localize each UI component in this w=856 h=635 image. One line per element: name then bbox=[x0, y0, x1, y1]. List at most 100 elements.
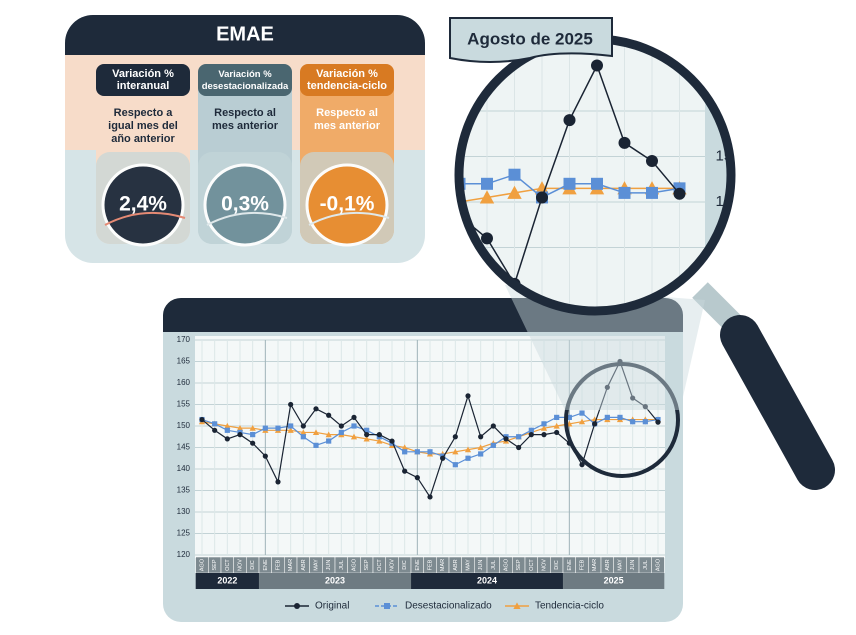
point bbox=[452, 462, 458, 468]
card-title: EMAE bbox=[216, 23, 274, 45]
x-tick-label: DIC bbox=[554, 560, 560, 570]
point bbox=[427, 449, 433, 455]
x-tick-label: AGO bbox=[351, 558, 357, 571]
point bbox=[464, 446, 472, 453]
point bbox=[630, 395, 636, 401]
legend-marker bbox=[513, 602, 521, 609]
point bbox=[313, 442, 319, 448]
point bbox=[563, 177, 576, 190]
indicator-swoosh bbox=[308, 211, 390, 226]
point bbox=[414, 449, 420, 455]
legend-label: Original bbox=[315, 601, 349, 612]
indicator-circle bbox=[203, 163, 287, 247]
point bbox=[402, 449, 408, 455]
point bbox=[312, 429, 320, 436]
point bbox=[516, 434, 522, 440]
point bbox=[427, 494, 433, 500]
point bbox=[646, 186, 658, 199]
x-tick-label: ENE bbox=[415, 559, 421, 571]
point bbox=[465, 455, 471, 461]
point bbox=[503, 436, 509, 442]
point bbox=[618, 136, 631, 149]
x-tick-label: ABR bbox=[605, 559, 611, 570]
x-tick-label: MAR bbox=[288, 559, 294, 571]
point bbox=[426, 214, 438, 226]
x-tick-label: AGO bbox=[199, 558, 205, 571]
point bbox=[338, 429, 344, 436]
x-tick-label: DIC bbox=[402, 560, 408, 570]
point bbox=[249, 425, 256, 431]
point bbox=[351, 414, 357, 420]
x-tick-label: AGO bbox=[503, 558, 509, 571]
x-tick-label: ENE bbox=[263, 559, 269, 571]
plot: 120 125 130 135 140 145 150 155 160 165 170 AGO SEP O… bbox=[177, 335, 665, 589]
point bbox=[326, 438, 332, 444]
point bbox=[479, 190, 495, 204]
point bbox=[617, 414, 623, 420]
point bbox=[642, 419, 648, 425]
point bbox=[481, 177, 493, 190]
point bbox=[508, 168, 521, 181]
x-tick-label: FEB bbox=[275, 559, 281, 570]
point bbox=[673, 187, 686, 200]
x-tick-label: ENE bbox=[567, 559, 573, 571]
point bbox=[481, 232, 493, 245]
point bbox=[275, 479, 281, 485]
indicator-subtitle: Respecto a igual mes del año anterior bbox=[108, 107, 178, 145]
point bbox=[288, 423, 294, 429]
year-band bbox=[563, 573, 665, 589]
point bbox=[578, 418, 586, 425]
point bbox=[477, 444, 484, 451]
point bbox=[288, 401, 294, 408]
point bbox=[275, 425, 281, 431]
point bbox=[414, 475, 420, 481]
indicator-value: -0,1% bbox=[320, 193, 375, 216]
indicator-swoosh bbox=[104, 211, 186, 226]
point bbox=[402, 468, 408, 474]
x-tick-label: JUN bbox=[630, 560, 636, 571]
point bbox=[536, 191, 548, 204]
indicator-subtitle: Respecto al mes anterior bbox=[314, 107, 381, 132]
point bbox=[300, 434, 306, 440]
legend-marker bbox=[294, 603, 300, 609]
x-tick-label: MAR bbox=[592, 559, 598, 571]
x-tick-label: MAR bbox=[440, 559, 446, 571]
point bbox=[630, 419, 636, 425]
point bbox=[440, 455, 446, 461]
point bbox=[350, 433, 358, 440]
x-tick-label: OCT bbox=[529, 559, 535, 571]
year-band bbox=[195, 573, 259, 589]
point bbox=[338, 423, 344, 429]
column-tab bbox=[96, 64, 190, 96]
point bbox=[212, 427, 218, 433]
year-label: 2022 bbox=[217, 575, 237, 585]
point bbox=[541, 432, 547, 438]
point bbox=[364, 432, 370, 438]
x-tick-label: SEP bbox=[364, 559, 370, 570]
point bbox=[376, 437, 383, 444]
point bbox=[490, 442, 496, 448]
point bbox=[642, 404, 648, 410]
point bbox=[262, 425, 268, 431]
year-label: 2024 bbox=[477, 575, 497, 585]
legend: Original Desestacionalizado Tendencia-cicl… bbox=[285, 601, 604, 612]
indicator-value: 2,4% bbox=[119, 193, 167, 216]
y-tick-label: 150 bbox=[177, 421, 191, 430]
x-tick-label: ABR bbox=[453, 559, 459, 570]
point bbox=[237, 432, 243, 438]
point bbox=[452, 434, 458, 440]
point bbox=[287, 427, 294, 433]
x-tick-label: NOV bbox=[541, 559, 547, 571]
point bbox=[528, 432, 534, 438]
point bbox=[300, 423, 306, 429]
point bbox=[452, 448, 459, 455]
point bbox=[363, 435, 370, 442]
x-tick-label: MAY bbox=[313, 559, 319, 571]
point bbox=[325, 431, 332, 438]
x-tick-label: NOV bbox=[389, 559, 395, 571]
point bbox=[250, 432, 256, 438]
point bbox=[541, 421, 547, 427]
x-tick-label: ABR bbox=[301, 559, 307, 570]
indicator-swoosh bbox=[206, 211, 288, 226]
point bbox=[563, 114, 576, 127]
